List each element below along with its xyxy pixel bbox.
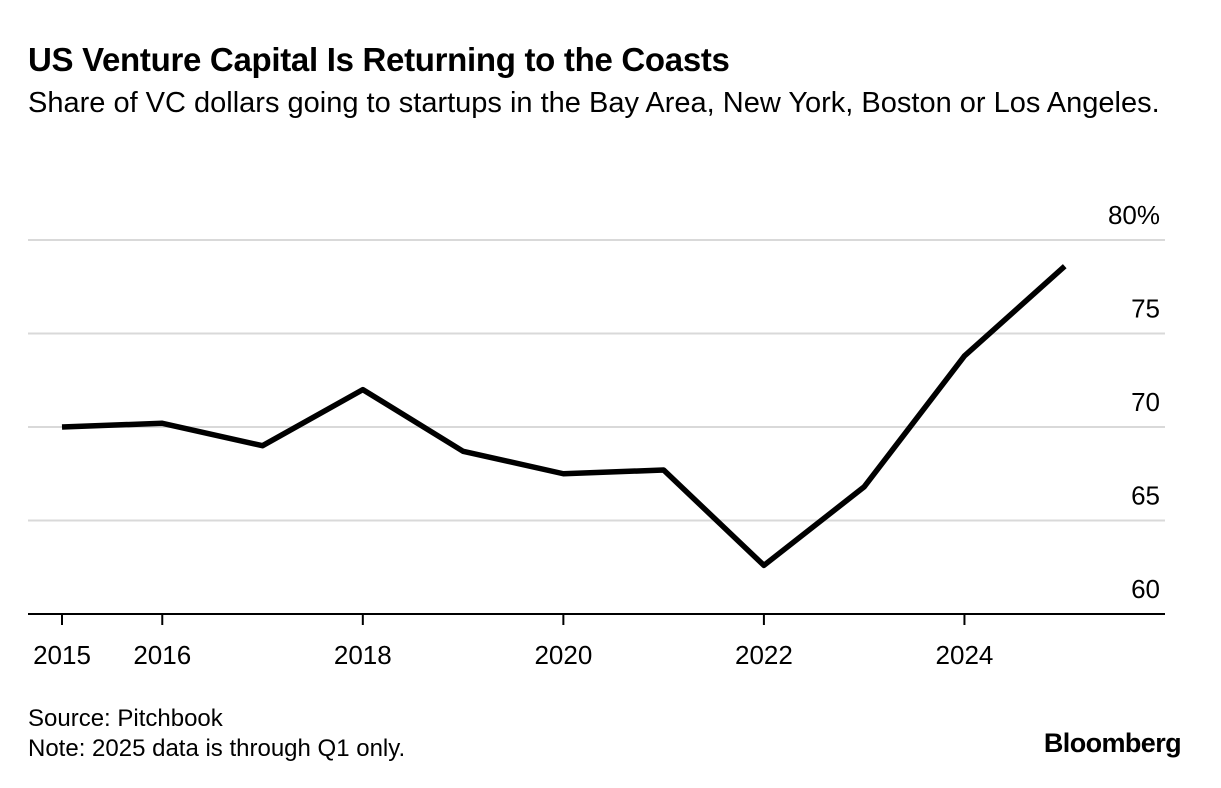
- chart-subtitle: Share of VC dollars going to startups in…: [28, 87, 1160, 119]
- x-tick-label: 2015: [33, 640, 91, 670]
- y-tick-label: 80%: [1108, 200, 1160, 230]
- y-tick-label: 70: [1131, 387, 1160, 417]
- x-axis-ticks: 2015 2016 2018 2020 2022 2024: [33, 614, 993, 670]
- x-tick-label: 2016: [133, 640, 191, 670]
- x-tick-label: 2018: [334, 640, 392, 670]
- source-note: Source: Pitchbook: [28, 705, 223, 732]
- y-tick-label: 65: [1131, 481, 1160, 511]
- x-tick-label: 2020: [534, 640, 592, 670]
- y-axis-ticks: 80% 75 70 65 60: [1108, 200, 1160, 604]
- series-line: [61, 264, 1067, 569]
- x-tick-label: 2022: [735, 640, 793, 670]
- bloomberg-logo: Bloomberg: [1043, 728, 1182, 758]
- y-tick-label: 75: [1131, 294, 1160, 324]
- chart-title: US Venture Capital Is Returning to the C…: [28, 41, 730, 78]
- x-tick-label: 2024: [936, 640, 994, 670]
- data-note: Note: 2025 data is through Q1 only.: [28, 735, 406, 762]
- series-group: [61, 264, 1067, 569]
- y-tick-label: 60: [1131, 574, 1160, 604]
- grid-lines: [28, 239, 1165, 615]
